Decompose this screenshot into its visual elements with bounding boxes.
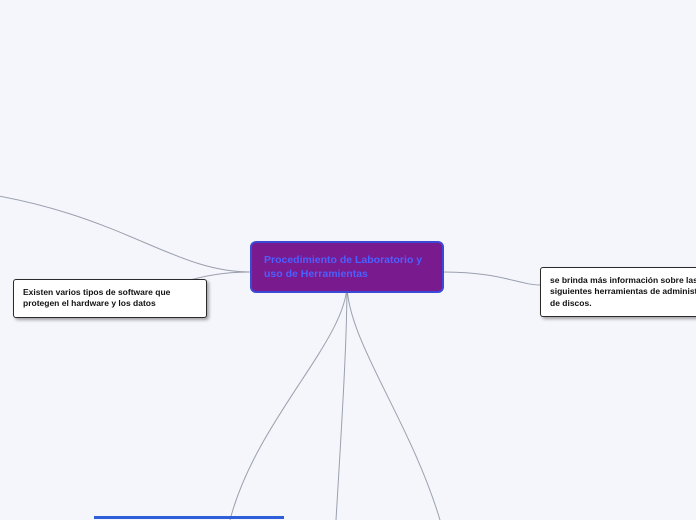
center-node[interactable]: Procedimiento de Laboratorio y uso de He… [250, 241, 444, 293]
right-node[interactable]: se brinda más información sobre las sigu… [540, 267, 696, 317]
left-node-label: Existen varios tipos de software que pro… [23, 287, 170, 308]
center-node-label: Procedimiento de Laboratorio y uso de He… [264, 254, 422, 280]
decorative-bar [94, 516, 284, 519]
mindmap-canvas: Procedimiento de Laboratorio y uso de He… [0, 0, 696, 520]
left-node[interactable]: Existen varios tipos de software que pro… [13, 279, 207, 318]
right-node-label: se brinda más información sobre las sigu… [550, 275, 696, 308]
